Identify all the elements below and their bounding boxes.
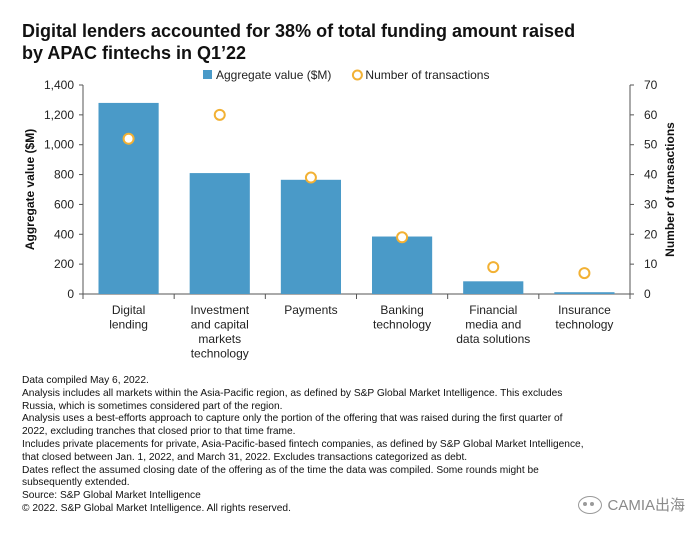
y2-tick-label: 30 [644, 197, 658, 211]
legend-swatch-marker [351, 69, 363, 81]
watermark: CAMIA出海 [578, 494, 685, 515]
copyright-line: © 2022. S&P Global Market Intelligence. … [22, 502, 291, 514]
y2-axis-title: Number of transactions [663, 122, 677, 257]
y-tick-label: 1,000 [44, 138, 74, 152]
wechat-icon [578, 495, 603, 514]
legend-label: Number of transactions [365, 68, 489, 82]
y2-tick-label: 40 [644, 168, 658, 182]
legend-label: Aggregate value ($M) [216, 68, 331, 82]
y2-tick-label: 0 [644, 287, 651, 301]
x-tick-label: Payments [284, 303, 337, 317]
x-tick-label: Digital [112, 303, 145, 317]
x-tick-label: technology [373, 318, 431, 332]
source-line: Source: S&P Global Market Intelligence [22, 490, 201, 502]
bar [463, 281, 524, 294]
chart-title-line-2: by APAC fintechs in Q1’22 [22, 43, 247, 63]
x-tick-label: Investment [190, 303, 249, 317]
y-tick-label: 1,400 [44, 78, 74, 92]
transaction-marker [304, 171, 317, 184]
x-tick-label: and capital [191, 318, 249, 332]
bar [371, 236, 433, 294]
bar [98, 102, 159, 295]
bar [554, 292, 615, 294]
y2-tick-label: 20 [644, 227, 658, 241]
y-tick-label: 800 [54, 168, 74, 182]
chart-title: Digital lenders accounted for 38% of tot… [22, 20, 682, 64]
x-tick-label: technology [555, 318, 613, 332]
note-line: 2022, excluding tranches that closed pri… [22, 426, 296, 438]
y2-tick-label: 10 [644, 257, 658, 271]
legend-swatch-bar [203, 70, 212, 79]
x-tick-label: Banking [380, 303, 423, 317]
y-axis-title: Aggregate value ($M) [23, 129, 37, 250]
transaction-marker [396, 231, 409, 244]
y2-tick-label: 70 [644, 78, 658, 92]
y-tick-label: 200 [54, 257, 74, 271]
bar [280, 179, 342, 294]
y2-tick-label: 50 [644, 138, 658, 152]
note-line: Analysis uses a best-efforts approach to… [22, 413, 563, 425]
bar [189, 173, 250, 294]
note-line: that closed between Jan. 1, 2022, and Ma… [22, 451, 468, 463]
note-line: Analysis includes all markets within the… [22, 387, 563, 399]
y-tick-label: 1,200 [44, 108, 74, 122]
note-line: Dates reflect the assumed closing date o… [22, 464, 539, 476]
chart-title-line-1: Digital lenders accounted for 38% of tot… [22, 21, 576, 41]
note-line: Includes private placements for private,… [22, 438, 584, 450]
y2-tick-label: 60 [644, 108, 658, 122]
x-tick-label: Financial [469, 303, 517, 317]
note-line: subsequently extended. [22, 477, 130, 489]
x-tick-label: media and [465, 318, 521, 332]
watermark-text: CAMIA出海 [607, 497, 685, 514]
combo-chart: 0 200 400 600 800 1,000 1,200 1,400 0 10 20 30 40 50 6… [23, 68, 677, 361]
y-tick-label: 600 [54, 197, 74, 211]
x-tick-label: markets [198, 332, 241, 346]
transaction-marker [122, 132, 135, 145]
x-tick-label: Insurance [558, 303, 611, 317]
chart-notes: Data compiled May 6, 2022. Analysis incl… [22, 375, 682, 516]
transaction-marker [578, 267, 591, 280]
x-tick-label: technology [191, 347, 249, 361]
transaction-marker [213, 108, 226, 121]
transaction-marker [487, 261, 500, 274]
y-tick-label: 0 [67, 287, 74, 301]
note-line: Data compiled May 6, 2022. [22, 375, 149, 386]
note-line: Russia, which is sometimes considered pa… [22, 400, 283, 412]
y-tick-label: 400 [54, 227, 74, 241]
x-tick-label: lending [109, 318, 148, 332]
x-tick-label: data solutions [456, 332, 530, 346]
